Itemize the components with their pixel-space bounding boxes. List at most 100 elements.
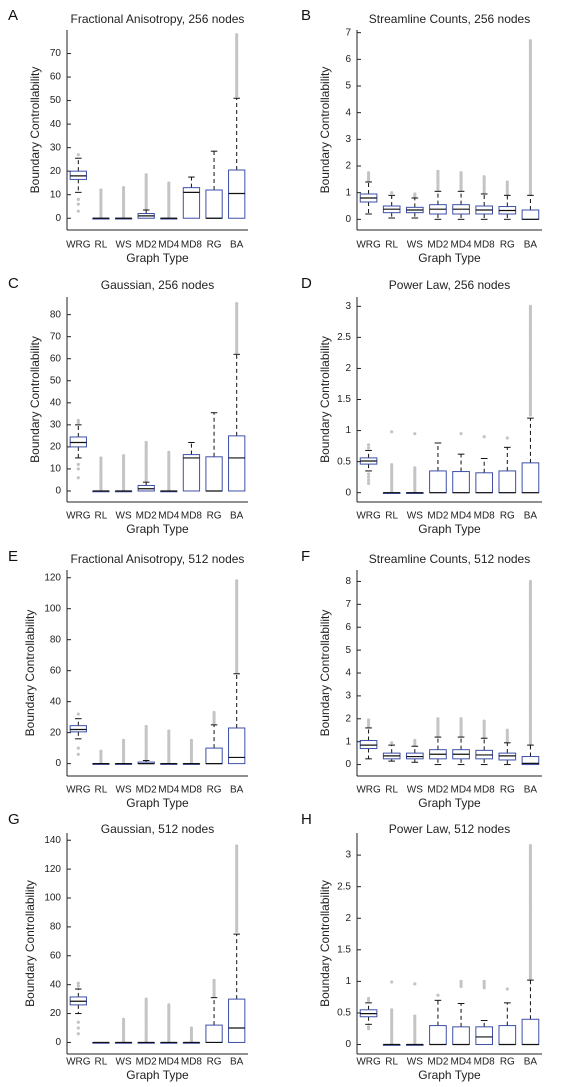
outlier-point — [505, 192, 509, 196]
outlier-point — [390, 469, 394, 474]
outlier-point — [144, 462, 148, 467]
category-label: WRG — [356, 785, 381, 796]
y-tick-label: 2.5 — [337, 332, 351, 343]
category-label: RL — [385, 785, 398, 796]
outlier-point — [528, 877, 533, 881]
outlier-point — [99, 190, 103, 194]
category-label: BA — [524, 1057, 538, 1068]
outlier-point — [189, 1026, 194, 1030]
outlier-point — [189, 754, 194, 758]
outlier-point — [528, 181, 533, 185]
outlier-point — [390, 1021, 394, 1025]
outlier-point — [436, 169, 440, 173]
outlier-point — [167, 743, 171, 747]
outlier-point — [528, 315, 533, 320]
iqr-box — [498, 752, 517, 761]
outlier-point — [167, 1037, 171, 1041]
outlier-point — [528, 645, 533, 649]
y-tick-label: 60 — [50, 353, 62, 364]
box-md4 — [160, 450, 178, 493]
iqr-box — [521, 209, 540, 220]
outlier-point — [144, 1019, 148, 1023]
outlier-point — [99, 758, 103, 763]
outlier-point — [482, 728, 486, 732]
outlier-point — [76, 202, 80, 206]
outlier-point — [167, 1023, 171, 1027]
category-label: MD2 — [136, 240, 158, 251]
outlier-point — [76, 1032, 80, 1036]
outlier-point — [144, 1039, 148, 1043]
panel-h: H Power Law, 512 nodes 0 0.5 1 1.5 2 2.5 3 Bounda… — [301, 811, 542, 1082]
outlier-point — [528, 366, 533, 371]
category-label: WS — [407, 511, 423, 522]
outlier-point — [390, 1008, 394, 1012]
category-label: MD4 — [451, 511, 473, 522]
outlier-point — [167, 472, 171, 477]
outlier-point — [528, 868, 533, 872]
outlier-point — [144, 465, 148, 469]
outlier-point — [528, 888, 533, 892]
outlier-point — [235, 324, 239, 328]
iqr-box — [521, 462, 540, 494]
box-md2 — [429, 993, 447, 1046]
box-md2 — [429, 169, 447, 220]
y-tick-label: 0 — [55, 486, 61, 497]
y-tick-label: 20 — [50, 1008, 62, 1019]
outlier-point — [144, 454, 148, 458]
box-wrg — [69, 981, 87, 1036]
outlier-point — [528, 630, 533, 634]
outlier-point — [505, 436, 509, 440]
outlier-point — [528, 687, 533, 691]
outlier-point — [482, 721, 486, 725]
outlier-point — [167, 731, 171, 735]
outlier-point — [99, 754, 103, 758]
outlier-point — [167, 455, 171, 459]
category-label: BA — [230, 240, 244, 251]
outlier-point — [144, 1028, 148, 1032]
outlier-point — [528, 52, 533, 56]
outlier-point — [528, 883, 533, 888]
outlier-point — [144, 1001, 148, 1006]
outlier-point — [144, 1023, 148, 1028]
outlier-point — [167, 1005, 171, 1009]
outlier-point — [528, 919, 533, 923]
outlier-point — [528, 726, 533, 731]
y-tick-label: 120 — [44, 864, 61, 875]
outlier-point — [528, 857, 533, 861]
iqr-box — [205, 1024, 223, 1043]
outlier-point — [167, 483, 171, 488]
outlier-point — [528, 63, 533, 67]
outlier-point — [528, 400, 533, 404]
outlier-point — [121, 197, 126, 201]
outlier-point — [528, 950, 533, 954]
outlier-point — [167, 481, 171, 485]
outlier-point — [528, 916, 533, 921]
outlier-point — [144, 456, 148, 460]
outlier-point — [235, 302, 239, 306]
category-label: RL — [385, 240, 398, 251]
outlier-point — [528, 894, 533, 899]
outlier-point — [144, 460, 148, 464]
category-label: RL — [95, 785, 108, 796]
outlier-point — [144, 1034, 148, 1039]
outlier-point — [99, 188, 103, 192]
y-tick-label: 40 — [50, 397, 62, 408]
outlier-point — [528, 685, 533, 689]
outlier-point — [482, 184, 486, 188]
outlier-point — [528, 71, 533, 76]
outlier-point — [528, 157, 533, 161]
y-tick-label: 6 — [345, 54, 351, 65]
outlier-point — [528, 881, 533, 885]
box-md2 — [137, 173, 155, 219]
category-label: WRG — [356, 511, 381, 522]
box-wrg — [359, 443, 378, 485]
outlier-point — [528, 115, 533, 119]
box-ba — [521, 39, 540, 220]
outlier-point — [390, 1028, 394, 1032]
outlier-point — [528, 404, 533, 408]
outlier-point — [528, 402, 533, 406]
outlier-point — [76, 476, 80, 480]
outlier-point — [528, 326, 533, 331]
outlier-point — [528, 190, 533, 194]
outlier-point — [528, 844, 533, 848]
